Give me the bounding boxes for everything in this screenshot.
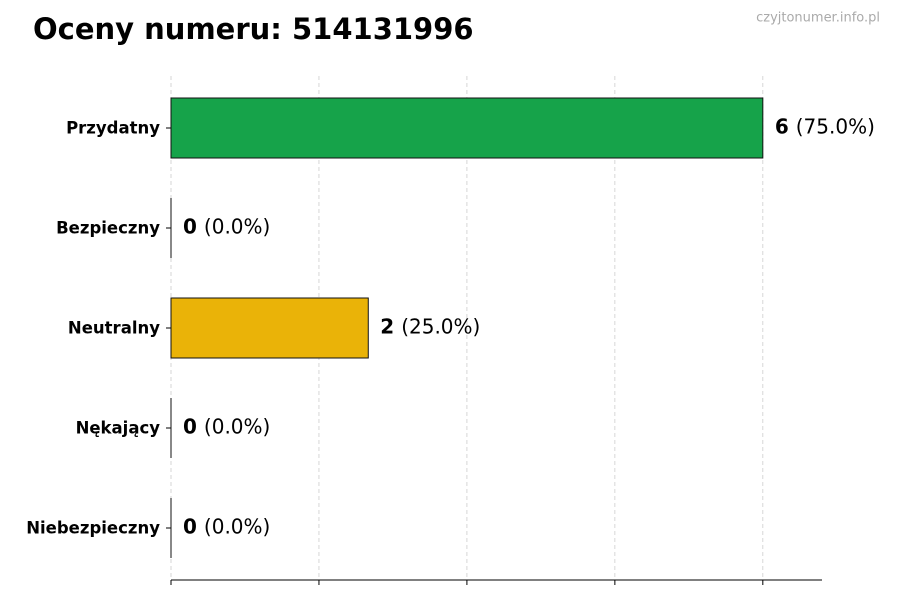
chart-title: Oceny numeru: 514131996 <box>33 12 474 46</box>
y-tick-label: Bezpieczny <box>56 219 160 238</box>
watermark: czyjtonumer.info.pl <box>756 11 880 26</box>
share-label: (0.0%) <box>204 415 270 439</box>
bar <box>170 297 369 359</box>
value-label: 0 <box>183 515 197 539</box>
share-label: (25.0%) <box>401 315 480 339</box>
value-label: 0 <box>183 215 197 239</box>
value-label: 0 <box>183 415 197 439</box>
y-tick-label: Neutralny <box>68 319 160 338</box>
y-tick-label: Niebezpieczny <box>26 519 160 538</box>
value-label: 2 <box>380 315 394 339</box>
share-label: (0.0%) <box>204 215 270 239</box>
share-label: (0.0%) <box>204 515 270 539</box>
value-label: 6 <box>775 115 789 139</box>
share-label: (75.0%) <box>796 115 875 139</box>
y-tick-label: Przydatny <box>66 119 160 138</box>
bar <box>170 97 764 159</box>
y-tick-label: Nękający <box>76 419 161 438</box>
